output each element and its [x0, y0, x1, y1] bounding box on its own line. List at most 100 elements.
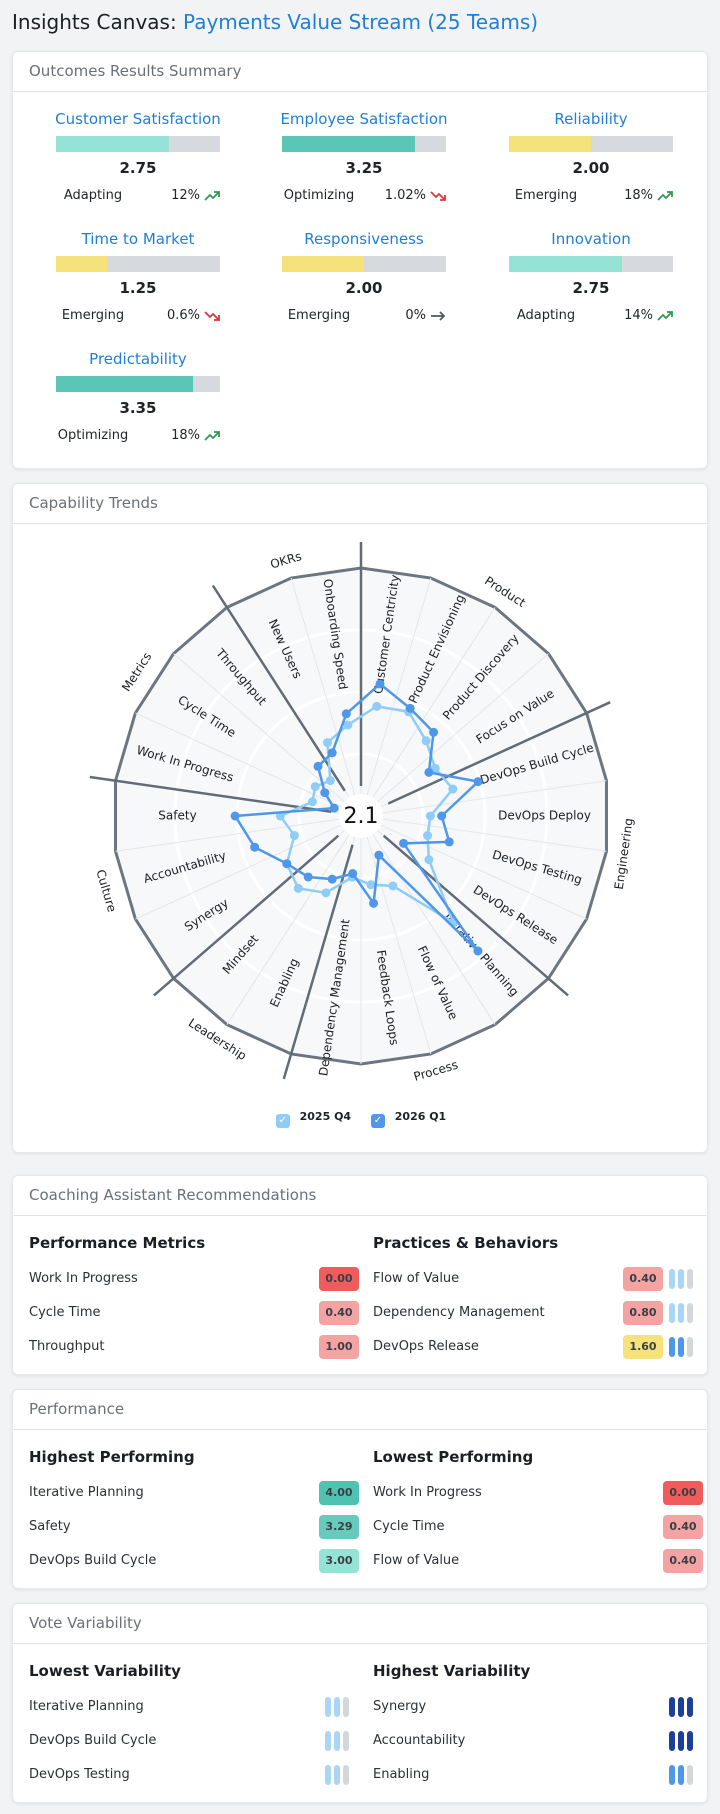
- radar-data-point[interactable]: [325, 776, 335, 786]
- list-item-label: Work In Progress: [373, 1485, 482, 1500]
- radar-data-point[interactable]: [375, 679, 385, 689]
- radar-data-point[interactable]: [405, 703, 415, 713]
- radar-spoke: [290, 577, 362, 817]
- radar-data-point[interactable]: [444, 837, 454, 847]
- radar-data-point[interactable]: [230, 811, 240, 821]
- practices-behaviors-column: Practices & Behaviors Flow of Value 0.40 D…: [373, 1234, 693, 1366]
- practices-behaviors-list: Flow of Value 0.40 Dependency Management 0.…: [373, 1264, 693, 1366]
- radar-data-point[interactable]: [429, 727, 439, 737]
- list-item[interactable]: Accountability: [373, 1726, 693, 1760]
- list-item[interactable]: Dependency Management 0.80: [373, 1298, 693, 1332]
- radar-data-point[interactable]: [343, 720, 353, 730]
- list-item[interactable]: Synergy: [373, 1692, 693, 1726]
- radar-data-point[interactable]: [327, 874, 337, 884]
- radar-data-point[interactable]: [374, 850, 384, 860]
- radar-data-point[interactable]: [320, 788, 330, 798]
- radar-data-point[interactable]: [421, 736, 431, 746]
- radar-spoke: [360, 815, 607, 852]
- outcome-metric[interactable]: Customer Satisfaction 2.75 Adapting 12%: [38, 110, 238, 208]
- list-item[interactable]: Flow of Value 0.40: [373, 1264, 693, 1298]
- list-item[interactable]: Enabling: [373, 1760, 693, 1794]
- radar-data-point[interactable]: [437, 811, 447, 821]
- radar-data-point[interactable]: [341, 709, 351, 719]
- lowest-variability-column: Lowest Variability Iterative Planning Dev…: [29, 1662, 349, 1794]
- trend-down-icon: [204, 311, 220, 321]
- outcome-metric-footer: Optimizing 1.02%: [264, 188, 464, 208]
- list-item-label: DevOps Testing: [29, 1767, 130, 1782]
- radar-data-point[interactable]: [303, 872, 313, 882]
- radar-data-point[interactable]: [348, 869, 358, 879]
- list-item[interactable]: Iterative Planning: [29, 1692, 349, 1726]
- radar-data-point[interactable]: [425, 811, 435, 821]
- list-item-label: DevOps Release: [373, 1339, 479, 1354]
- radar-data-point[interactable]: [327, 748, 337, 758]
- radar-data-point[interactable]: [322, 738, 332, 748]
- list-item[interactable]: Work In Progress 0.00: [29, 1264, 359, 1298]
- change-percent: 18%: [624, 188, 653, 203]
- list-item[interactable]: Work In Progress 0.00: [373, 1478, 703, 1512]
- legend-label-q4: 2025 Q4: [299, 1110, 352, 1123]
- outcome-metric[interactable]: Innovation 2.75 Adapting 14%: [491, 230, 691, 328]
- radar-data-point[interactable]: [366, 880, 376, 890]
- radar-data-point[interactable]: [369, 898, 379, 908]
- list-item[interactable]: Cycle Time 0.40: [373, 1512, 703, 1546]
- radar-data-point[interactable]: [473, 946, 483, 956]
- legend-item-q1[interactable]: ✓ 2026 Q1: [370, 1110, 446, 1128]
- variability-bar: [343, 1697, 349, 1717]
- list-item[interactable]: Flow of Value 0.40: [373, 1546, 703, 1580]
- radar-data-point[interactable]: [293, 883, 303, 893]
- radar-data-point[interactable]: [321, 888, 331, 898]
- progress-fill: [56, 136, 169, 152]
- variability-bar: [687, 1269, 693, 1289]
- radar-data-point[interactable]: [423, 831, 433, 841]
- radar-group-label: Engineering: [612, 817, 636, 890]
- trend-up-icon: [204, 191, 220, 201]
- radar-spoke: [360, 815, 496, 1025]
- score-badge: 4.00: [319, 1481, 359, 1505]
- outcome-metric[interactable]: Responsiveness 2.00 Emerging 0%: [264, 230, 464, 328]
- radar-data-point[interactable]: [448, 784, 458, 794]
- radar-data-point[interactable]: [424, 855, 434, 865]
- radar-group-label: OKRs: [269, 549, 304, 571]
- radar-data-point[interactable]: [282, 859, 292, 869]
- list-item[interactable]: DevOps Testing: [29, 1760, 349, 1794]
- radar-data-point[interactable]: [289, 831, 299, 841]
- outcome-metric[interactable]: Reliability 2.00 Emerging 18%: [491, 110, 691, 208]
- radar-spoke: [360, 815, 432, 1055]
- radar-data-point[interactable]: [307, 797, 317, 807]
- variability-bars-icon: [669, 1337, 695, 1357]
- maturity-stage: Optimizing: [57, 428, 129, 443]
- radar-data-point[interactable]: [372, 701, 382, 711]
- list-item[interactable]: Throughput 1.00: [29, 1332, 359, 1366]
- outcome-metric-title: Innovation: [551, 230, 631, 248]
- radar-data-point[interactable]: [310, 782, 320, 792]
- chart-legend: ✓ 2025 Q4 ✓ 2026 Q1: [13, 1110, 707, 1134]
- list-item[interactable]: DevOps Build Cycle 3.00: [29, 1546, 359, 1580]
- radar-data-point[interactable]: [388, 881, 398, 891]
- list-item[interactable]: Safety 3.29: [29, 1512, 359, 1546]
- list-item[interactable]: DevOps Build Cycle: [29, 1726, 349, 1760]
- list-item[interactable]: Cycle Time 0.40: [29, 1298, 359, 1332]
- radar-group-divider: [387, 701, 611, 805]
- legend-item-q4[interactable]: ✓ 2025 Q4: [275, 1110, 352, 1128]
- score-badge: 3.29: [319, 1515, 359, 1539]
- list-item[interactable]: DevOps Release 1.60: [373, 1332, 693, 1366]
- variability-bar: [669, 1269, 675, 1289]
- practices-behaviors-title: Practices & Behaviors: [373, 1234, 559, 1252]
- radar-data-point[interactable]: [313, 761, 323, 771]
- outcome-metric[interactable]: Employee Satisfaction 3.25 Optimizing 1.02%: [264, 110, 464, 208]
- variability-bar: [669, 1765, 675, 1785]
- radar-data-point[interactable]: [399, 838, 409, 848]
- variability-bar: [334, 1765, 340, 1785]
- list-item[interactable]: Iterative Planning 4.00: [29, 1478, 359, 1512]
- capability-heading: Capability Trends: [13, 484, 707, 524]
- outcome-metric[interactable]: Predictability 3.35 Optimizing 18%: [38, 350, 238, 448]
- radar-data-point[interactable]: [424, 767, 434, 777]
- outcome-metric[interactable]: Time to Market 1.25 Emerging 0.6%: [38, 230, 238, 328]
- radar-data-point[interactable]: [329, 803, 339, 813]
- highest-variability-title: Highest Variability: [373, 1662, 531, 1680]
- progress-fill: [56, 376, 194, 392]
- radar-data-point[interactable]: [473, 777, 483, 787]
- radar-data-point[interactable]: [250, 842, 260, 852]
- radar-group-label: Metrics: [119, 650, 154, 694]
